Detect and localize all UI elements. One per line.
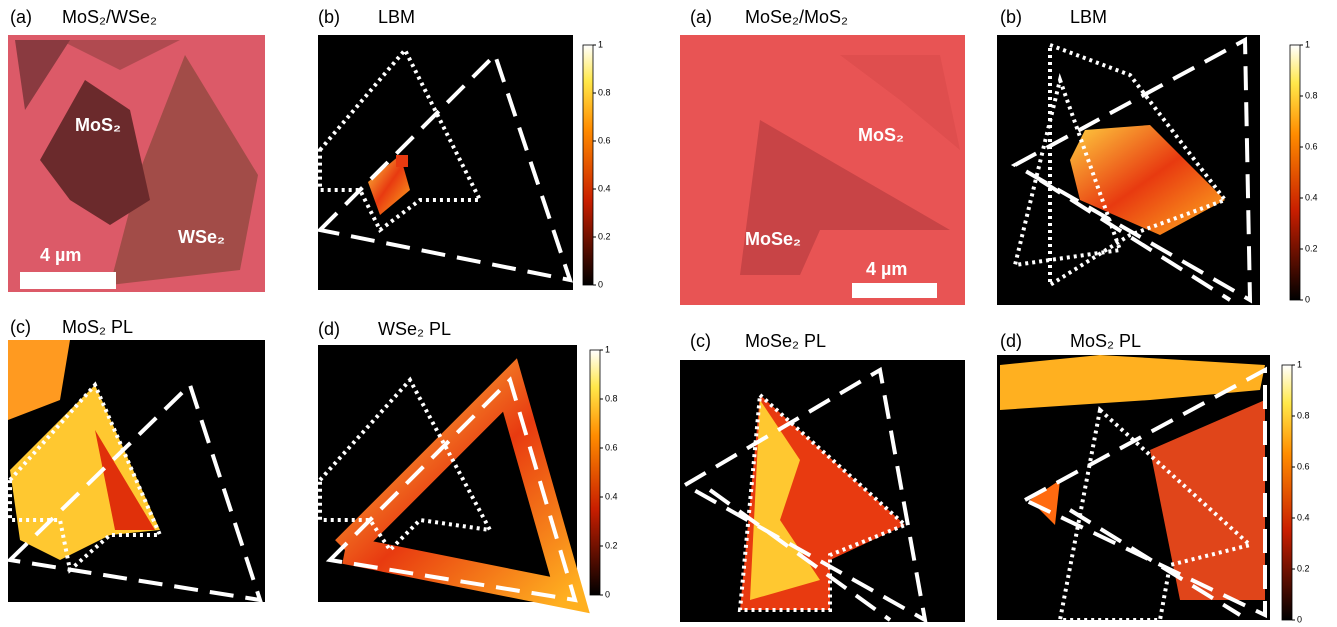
panel-title: LBM: [1070, 7, 1107, 27]
annotation: MoSe₂: [745, 229, 801, 249]
colorbar: [1281, 364, 1293, 621]
panel-title: MoSe₂ PL: [745, 331, 826, 351]
panel-title: LBM: [378, 7, 415, 27]
annotation: WSe₂: [178, 227, 225, 247]
tick-label: 0.8: [1297, 410, 1310, 420]
panel-label: (a): [690, 7, 712, 27]
lbm-map: [315, 35, 573, 290]
tick-label: 0.6: [605, 442, 618, 452]
panel-label: (d): [318, 319, 340, 339]
tick-label: 1: [605, 344, 610, 354]
tick-label: 0.2: [1305, 243, 1318, 253]
panel-title: MoS₂ PL: [62, 317, 133, 337]
panel-title: MoS₂/WSe₂: [62, 7, 157, 27]
tick-label: 0.2: [598, 231, 611, 241]
tick-label: 0.4: [605, 491, 618, 501]
pl-map: [318, 345, 590, 614]
tick-label: 1: [1305, 39, 1310, 49]
pl-map: [5, 340, 265, 603]
panel-label: (c): [10, 317, 31, 337]
tick-label: 0.6: [1305, 141, 1318, 151]
panel-label: (b): [318, 7, 340, 27]
annotation: MoS₂: [858, 125, 904, 145]
scale-bar-label: 4 µm: [866, 259, 907, 279]
colorbar: [582, 44, 594, 286]
annotation: MoS₂: [75, 115, 121, 135]
tick-label: 0.6: [1297, 461, 1310, 471]
panel-label: (b): [1000, 7, 1022, 27]
pl-map: [997, 355, 1270, 622]
colorbar: [1289, 44, 1301, 301]
tick-label: 1: [1297, 359, 1302, 369]
tick-label: 0: [1305, 294, 1310, 304]
panel-title: WSe₂ PL: [378, 319, 451, 339]
tick-label: 0: [598, 279, 603, 289]
panel-title: MoS₂ PL: [1070, 331, 1141, 351]
scale-bar-label: 4 µm: [40, 245, 81, 265]
tick-label: 0.2: [605, 540, 618, 550]
tick-label: 0.2: [1297, 563, 1310, 573]
panel-title: MoSe₂/MoS₂: [745, 7, 848, 27]
tick-label: 0.8: [598, 87, 611, 97]
tick-label: 0: [1297, 614, 1302, 624]
tick-label: 1: [598, 39, 603, 49]
tick-label: 0.8: [605, 393, 618, 403]
tick-label: 0.6: [598, 135, 611, 145]
tick-label: 0: [605, 589, 610, 599]
panel-label: (a): [10, 7, 32, 27]
tick-label: 0.4: [598, 183, 611, 193]
panel-label: (c): [690, 331, 711, 351]
pl-map: [680, 360, 965, 624]
tick-label: 0.8: [1305, 90, 1318, 100]
tick-label: 0.4: [1305, 192, 1318, 202]
lbm-map: [997, 35, 1260, 305]
panel-label: (d): [1000, 331, 1022, 351]
optical-image: [680, 35, 965, 305]
colorbar: [589, 349, 601, 596]
optical-image: [8, 35, 265, 292]
tick-label: 0.4: [1297, 512, 1310, 522]
